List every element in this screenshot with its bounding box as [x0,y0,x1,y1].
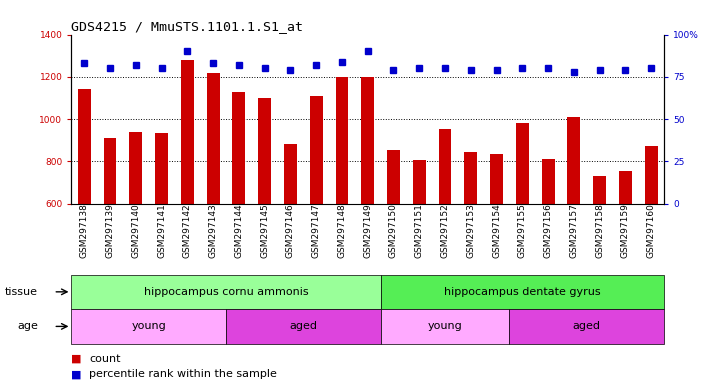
Text: GSM297153: GSM297153 [466,204,476,258]
Text: GSM297148: GSM297148 [338,204,346,258]
Text: young: young [428,321,463,331]
Bar [619,171,632,204]
Text: tissue: tissue [5,287,38,297]
Text: GSM297138: GSM297138 [80,204,89,258]
Bar [284,144,297,204]
Text: GSM297160: GSM297160 [647,204,655,258]
Text: aged: aged [289,321,317,331]
Text: GDS4215 / MmuSTS.1101.1.S1_at: GDS4215 / MmuSTS.1101.1.S1_at [71,20,303,33]
Bar [226,309,381,344]
Text: GSM297141: GSM297141 [157,204,166,258]
Bar [387,150,400,204]
Bar [129,132,142,204]
Text: aged: aged [573,321,600,331]
Bar [381,309,509,344]
Bar [104,138,116,204]
Text: GSM297143: GSM297143 [208,204,218,258]
Bar [258,98,271,204]
Text: GSM297158: GSM297158 [595,204,604,258]
Text: GSM297147: GSM297147 [312,204,321,258]
Text: GSM297155: GSM297155 [518,204,527,258]
Text: GSM297145: GSM297145 [260,204,269,258]
Text: GSM297154: GSM297154 [492,204,501,258]
Bar [568,117,580,204]
Text: GSM297149: GSM297149 [363,204,372,258]
Text: GSM297151: GSM297151 [415,204,423,258]
Bar [336,77,348,204]
Text: GSM297139: GSM297139 [106,204,114,258]
Text: GSM297144: GSM297144 [234,204,243,258]
Bar [381,275,664,309]
Text: age: age [17,321,38,331]
Bar [233,92,246,204]
Bar [71,275,381,309]
Text: GSM297146: GSM297146 [286,204,295,258]
Bar [438,129,451,204]
Bar [413,160,426,204]
Text: ■: ■ [71,369,82,379]
Text: GSM297142: GSM297142 [183,204,192,258]
Bar [593,176,606,204]
Text: GSM297140: GSM297140 [131,204,141,258]
Bar [464,152,477,204]
Text: count: count [89,354,121,364]
Text: young: young [131,321,166,331]
Bar [181,60,193,204]
Text: GSM297159: GSM297159 [621,204,630,258]
Text: GSM297156: GSM297156 [543,204,553,258]
Text: percentile rank within the sample: percentile rank within the sample [89,369,277,379]
Bar [310,96,323,204]
Bar [361,77,374,204]
Text: hippocampus cornu ammonis: hippocampus cornu ammonis [144,287,308,297]
Bar [490,154,503,204]
Bar [155,133,168,204]
Bar [542,159,555,204]
Bar [516,123,529,204]
Text: GSM297150: GSM297150 [389,204,398,258]
Text: GSM297152: GSM297152 [441,204,450,258]
Text: GSM297157: GSM297157 [569,204,578,258]
Bar [645,147,658,204]
Bar [206,73,220,204]
Text: hippocampus dentate gyrus: hippocampus dentate gyrus [444,287,600,297]
Bar [509,309,664,344]
Bar [78,89,91,204]
Text: ■: ■ [71,354,82,364]
Bar [71,309,226,344]
